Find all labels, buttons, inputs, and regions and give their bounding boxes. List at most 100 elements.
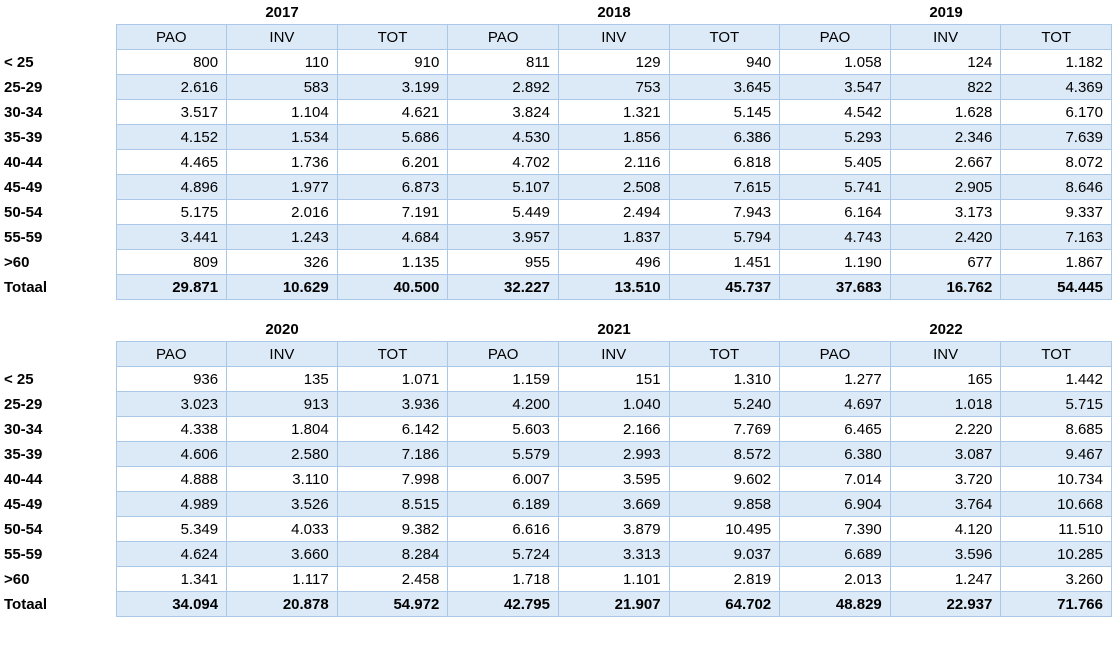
table-cell: 3.023 [115, 391, 228, 417]
table-cell: 3.824 [447, 99, 559, 125]
row-label: < 25 [2, 49, 116, 75]
table-cell: 42.795 [447, 591, 559, 617]
row-label: < 25 [2, 366, 116, 392]
table-cell: 10.495 [668, 516, 781, 542]
table-cell: 3.595 [557, 466, 670, 492]
row-label: 25-29 [2, 74, 116, 100]
column-header-pao: PAO [447, 24, 559, 50]
table-cell: 913 [226, 391, 338, 417]
table-cell: 9.037 [668, 541, 781, 567]
table-cell: 5.579 [447, 441, 559, 467]
table-cell: 822 [889, 74, 1002, 100]
table-cell: 3.199 [336, 74, 449, 100]
table-cell: 811 [447, 49, 559, 75]
table-cell: 3.110 [226, 466, 338, 492]
row-label: 55-59 [2, 541, 116, 567]
table-cell: 5.240 [668, 391, 781, 417]
column-header-tot: TOT [668, 341, 781, 367]
table-cell: 4.120 [889, 516, 1002, 542]
table-cell: 7.615 [668, 174, 781, 200]
column-header-tot: TOT [1000, 24, 1112, 50]
table-row: 45-49 4.896 1.977 6.873 5.107 2.508 7.615 5.741… [2, 174, 1112, 200]
column-header-inv: INV [226, 341, 338, 367]
table-cell: 10.734 [1000, 466, 1112, 492]
table-cell: 3.313 [557, 541, 670, 567]
table-cell: 7.998 [336, 466, 449, 492]
table-cell: 2.166 [557, 416, 670, 442]
table-cell: 4.542 [779, 99, 891, 125]
table-cell: 3.879 [557, 516, 670, 542]
table-cell: 7.769 [668, 416, 781, 442]
table-cell: 135 [226, 366, 338, 392]
table-cell: 3.173 [889, 199, 1002, 225]
table-cell: 6.386 [668, 124, 781, 150]
table-cell: 151 [557, 366, 670, 392]
table-cell: 5.715 [1000, 391, 1112, 417]
table-cell: 54.972 [336, 591, 449, 617]
table-cell: 40.500 [336, 274, 449, 300]
table-cell: 6.818 [668, 149, 781, 175]
table-cell: 8.284 [336, 541, 449, 567]
table-cell: 3.645 [668, 74, 781, 100]
table-cell: 3.720 [889, 466, 1002, 492]
table-cell: 326 [226, 249, 338, 275]
table-row: 30-34 4.338 1.804 6.142 5.603 2.166 7.769 6.465… [2, 416, 1112, 442]
table-cell: 4.702 [447, 149, 559, 175]
column-header-inv: INV [557, 24, 670, 50]
data-table-2020-2022: PAO INV TOT PAO INV TOT PAO INV TOT < 25 936 135 1.0… [2, 341, 1112, 617]
table-cell: 37.683 [779, 274, 891, 300]
column-header-inv: INV [889, 341, 1002, 367]
table-cell: 5.603 [447, 416, 559, 442]
table-cell: 71.766 [1000, 591, 1112, 617]
column-header-pao: PAO [115, 341, 228, 367]
table-cell: 1.977 [226, 174, 338, 200]
row-label: Totaal [2, 274, 116, 300]
table-cell: 6.616 [447, 516, 559, 542]
table-cell: 34.094 [115, 591, 228, 617]
table-cell: 165 [889, 366, 1002, 392]
table-row: >60 809 326 1.135 955 496 1.451 1.190 677 1.867 [2, 249, 1112, 275]
table-cell: 6.007 [447, 466, 559, 492]
table-cell: 3.660 [226, 541, 338, 567]
table-cell: 3.260 [1000, 566, 1112, 592]
table-cell: 1.247 [889, 566, 1002, 592]
table-cell: 809 [115, 249, 228, 275]
table-cell: 2.616 [115, 74, 228, 100]
table-row: 25-29 2.616 583 3.199 2.892 753 3.645 3.547 822 4… [2, 74, 1112, 100]
table-cell: 4.465 [115, 149, 228, 175]
table-cell: 1.104 [226, 99, 338, 125]
column-header-row: PAO INV TOT PAO INV TOT PAO INV TOT [2, 341, 1112, 367]
table-cell: 8.646 [1000, 174, 1112, 200]
table-cell: 6.689 [779, 541, 891, 567]
table-cell: 5.175 [115, 199, 228, 225]
table-cell: 64.702 [668, 591, 781, 617]
table-cell: 1.182 [1000, 49, 1112, 75]
table-cell: 3.517 [115, 99, 228, 125]
table-cell: 3.957 [447, 224, 559, 250]
row-label: 35-39 [2, 124, 116, 150]
table-cell: 4.624 [115, 541, 228, 567]
table-row: 50-54 5.175 2.016 7.191 5.449 2.494 7.943 6.164… [2, 199, 1112, 225]
year-header-2018: 2018 [597, 4, 631, 21]
table-cell: 7.014 [779, 466, 891, 492]
column-header-row: PAO INV TOT PAO INV TOT PAO INV TOT [2, 24, 1112, 50]
table-cell: 2.116 [557, 149, 670, 175]
column-header-inv: INV [889, 24, 1002, 50]
row-label: 45-49 [2, 174, 116, 200]
table-cell: 5.145 [668, 99, 781, 125]
year-header-2017: 2017 [265, 4, 299, 21]
table-cell: 2.220 [889, 416, 1002, 442]
total-row: Totaal 34.094 20.878 54.972 42.795 21.907 64.7… [2, 591, 1112, 617]
table-cell: 677 [889, 249, 1002, 275]
table-cell: 1.867 [1000, 249, 1112, 275]
table-cell: 11.510 [1000, 516, 1112, 542]
table-cell: 45.737 [668, 274, 781, 300]
table-cell: 3.547 [779, 74, 891, 100]
table-cell: 2.508 [557, 174, 670, 200]
table-cell: 4.888 [115, 466, 228, 492]
column-header-inv: INV [557, 341, 670, 367]
year-header-2019: 2019 [929, 4, 963, 21]
table-cell: 4.200 [447, 391, 559, 417]
table-cell: 110 [226, 49, 338, 75]
row-label: 50-54 [2, 199, 116, 225]
